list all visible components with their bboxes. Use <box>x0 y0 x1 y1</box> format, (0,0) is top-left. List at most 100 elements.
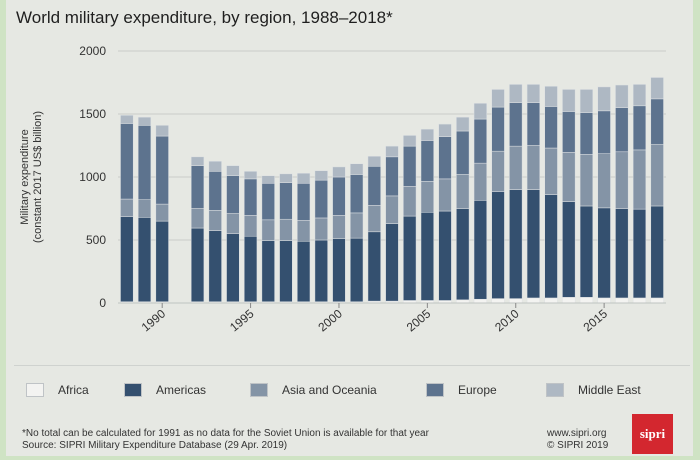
bar-americas-2012 <box>544 194 558 299</box>
bar-asia-and-oceania-2003 <box>385 195 399 224</box>
bar-asia-and-oceania-1998 <box>296 220 311 242</box>
bar-europe-2008 <box>473 118 488 164</box>
bar-africa-2016 <box>615 297 629 304</box>
footnote-note: *No total can be calculated for 1991 as … <box>22 428 429 439</box>
sipri-website: www.sipri.org © SIPRI 2019 <box>547 428 608 452</box>
stacked-bar-chart: 0 500 1000 1500 2000 Military expenditure(con… <box>19 44 666 334</box>
bar-europe-1989 <box>137 125 152 200</box>
bar-asia-and-oceania-2008 <box>473 162 488 201</box>
legend-swatch <box>426 383 444 397</box>
bar-americas-2015 <box>597 207 611 299</box>
bar-americas-1992 <box>190 227 205 302</box>
bar-africa-2011 <box>526 297 541 304</box>
bar-asia-and-oceania-2005 <box>420 181 434 213</box>
bar-asia-and-oceania-2000 <box>332 215 346 239</box>
y-tick-label-1500: 1500 <box>79 107 106 121</box>
y-tick-label-1000: 1000 <box>79 170 106 184</box>
bar-europe-2004 <box>403 145 417 187</box>
bar-asia-and-oceania-1989 <box>137 199 152 218</box>
legend-label: Middle East <box>578 383 641 397</box>
bar-americas-2007 <box>456 208 470 301</box>
bar-europe-2014 <box>579 112 594 155</box>
bar-europe-1988 <box>120 123 134 200</box>
bar-americas-1994 <box>226 233 240 302</box>
bar-asia-and-oceania-2002 <box>367 205 381 233</box>
chart-frame: World military expenditure, by region, 1… <box>6 0 693 456</box>
bar-europe-1999 <box>314 179 328 219</box>
bar-europe-2000 <box>332 176 346 216</box>
bar-asia-and-oceania-2012 <box>544 147 558 195</box>
x-tick-label-1990: 1990 <box>139 306 169 334</box>
x-tick-label-2005: 2005 <box>404 306 434 334</box>
bar-europe-1996 <box>261 183 275 221</box>
copyright-text: © SIPRI 2019 <box>547 440 609 451</box>
bar-middle-east-2007 <box>456 116 470 132</box>
bar-americas-2009 <box>491 191 505 299</box>
bar-middle-east-1995 <box>243 171 258 180</box>
bar-europe-1995 <box>243 178 258 216</box>
bar-middle-east-2003 <box>385 145 399 158</box>
bar-middle-east-1998 <box>296 172 311 184</box>
chart-title: World military expenditure, by region, 1… <box>16 8 393 27</box>
bar-americas-1996 <box>261 240 275 302</box>
website-url[interactable]: www.sipri.org <box>547 428 607 439</box>
bar-europe-2001 <box>350 174 364 214</box>
bar-asia-and-oceania-2011 <box>526 145 541 190</box>
bar-europe-1994 <box>226 175 240 214</box>
bar-asia-and-oceania-1992 <box>190 208 205 229</box>
bar-middle-east-2013 <box>562 89 576 112</box>
bar-africa-2015 <box>597 297 611 304</box>
bar-americas-1990 <box>155 220 169 302</box>
bar-americas-2005 <box>420 212 434 301</box>
x-tick-label-2000: 2000 <box>315 306 345 334</box>
bar-africa-2013 <box>562 297 576 304</box>
y-tick-label-2000: 2000 <box>79 44 106 58</box>
bar-americas-2006 <box>438 210 452 301</box>
y-axis-label-line: Military expenditure <box>19 129 31 224</box>
bar-middle-east-2000 <box>332 166 346 178</box>
legend-swatch <box>124 383 142 397</box>
legend-item-africa: Africa <box>26 380 89 400</box>
bar-asia-and-oceania-2009 <box>491 150 505 192</box>
bar-middle-east-2001 <box>350 163 364 175</box>
bar-europe-2011 <box>526 102 541 146</box>
bar-asia-and-oceania-2017 <box>632 149 647 210</box>
footnote-source: Source: SIPRI Military Expenditure Datab… <box>22 440 288 451</box>
x-tick-label-2010: 2010 <box>492 306 522 334</box>
bar-middle-east-2011 <box>526 84 541 103</box>
bar-africa-2017 <box>632 297 647 304</box>
legend: Africa Americas Asia and Oceania Europe Midd… <box>26 380 686 402</box>
legend-label: Americas <box>156 383 207 397</box>
bar-americas-2014 <box>579 205 594 298</box>
bar-asia-and-oceania-2013 <box>562 152 576 202</box>
bar-europe-2010 <box>509 102 523 147</box>
bar-middle-east-1999 <box>314 170 328 181</box>
bar-middle-east-2004 <box>403 135 417 147</box>
bar-americas-1989 <box>137 217 152 302</box>
bar-asia-and-oceania-2018 <box>650 143 664 207</box>
y-axis-label: Military expenditure(constant 2017 US$ b… <box>19 111 44 243</box>
bar-europe-2002 <box>367 166 381 206</box>
bar-africa-2014 <box>579 297 594 304</box>
bar-europe-2017 <box>632 105 647 151</box>
bar-asia-and-oceania-1996 <box>261 219 275 241</box>
legend-item-americas: Americas <box>124 380 206 400</box>
bar-middle-east-1992 <box>190 156 205 166</box>
bar-middle-east-2018 <box>650 77 664 100</box>
bar-middle-east-2015 <box>597 86 611 112</box>
bar-americas-2017 <box>632 208 647 299</box>
bar-americas-2000 <box>332 238 346 302</box>
bar-americas-1993 <box>208 230 222 302</box>
bar-americas-2002 <box>367 231 381 302</box>
bar-asia-and-oceania-2010 <box>509 145 523 190</box>
bar-africa-2010 <box>509 298 523 304</box>
bar-europe-1997 <box>279 182 293 220</box>
legend-item-europe: Europe <box>426 380 497 400</box>
bar-europe-1993 <box>208 171 222 211</box>
bar-africa-2008 <box>473 298 488 304</box>
bar-middle-east-1988 <box>120 115 134 124</box>
bar-europe-2007 <box>456 130 470 175</box>
bar-asia-and-oceania-1990 <box>155 203 169 222</box>
bar-asia-and-oceania-2016 <box>615 151 629 209</box>
bar-europe-2018 <box>650 98 664 145</box>
